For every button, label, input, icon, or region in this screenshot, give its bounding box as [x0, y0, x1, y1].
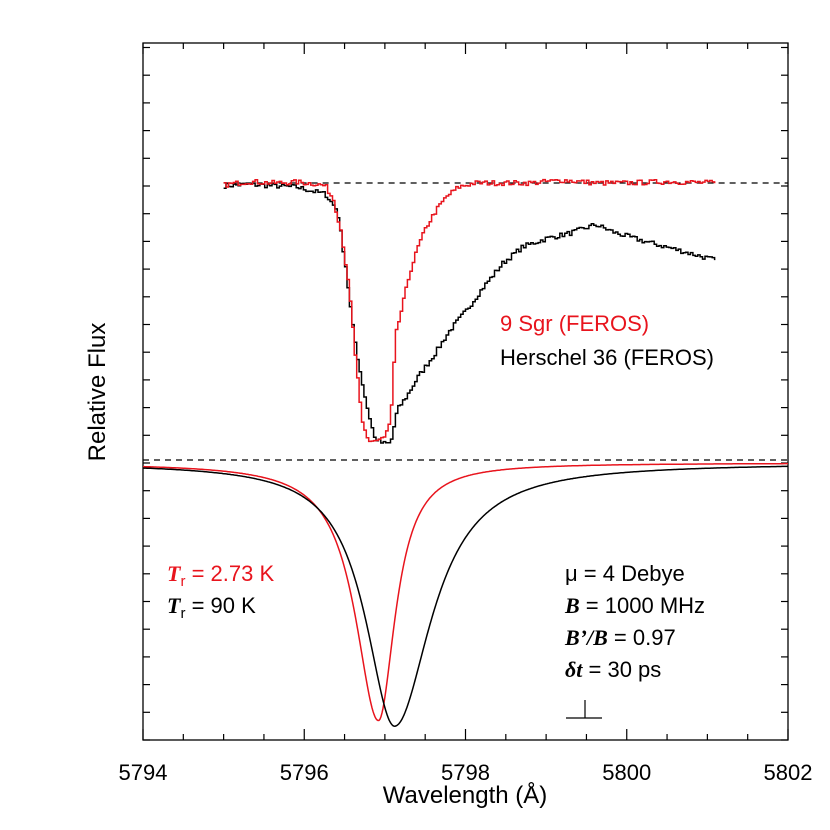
param-b-symbol: B [564, 593, 580, 618]
param-b-ratio-text: = 0.97 [608, 625, 676, 650]
model-series-line [143, 462, 788, 722]
x-tick-label: 5796 [280, 760, 329, 785]
x-tick-label: 5800 [602, 760, 651, 785]
param-b-text: = 1000 MHz [580, 593, 705, 618]
observed-spectra [223, 178, 716, 444]
param-b: B = 1000 MHz [564, 593, 705, 618]
reference-lines [143, 182, 788, 461]
param-mu-text: = 4 Debye [578, 561, 685, 586]
model-label-red: Tr = 2.73 K [167, 561, 274, 590]
param-mu-symbol: μ [565, 561, 578, 586]
x-tick-labels: 5794 5796 5798 5800 5802 [119, 760, 813, 785]
model-series-line [142, 465, 789, 727]
model-label-red-symbol: T [167, 561, 182, 586]
plot-axes [142, 42, 789, 741]
model-label-red-sub: r [180, 573, 185, 590]
model-profiles [142, 462, 789, 727]
x-tick-label: 5798 [441, 760, 490, 785]
param-mu: μ = 4 Debye [565, 561, 685, 586]
param-b-ratio-symbol: B’/B [564, 625, 608, 650]
param-dt-text: = 30 ps [582, 657, 661, 682]
model-label-black: Tr = 90 K [167, 593, 256, 622]
plot-frame [142, 42, 789, 741]
legend-herschel36: Herschel 36 (FEROS) [500, 345, 714, 370]
x-tick-label: 5802 [764, 760, 813, 785]
model-label-red-value: = 2.73 K [185, 561, 274, 586]
observed-series-line [223, 178, 716, 443]
model-label-black-value: = 90 K [185, 593, 256, 618]
x-tick-label: 5794 [119, 760, 168, 785]
model-label-black-sub: r [180, 605, 185, 622]
legend-9sgr: 9 Sgr (FEROS) [500, 311, 649, 336]
model-label-black-symbol: T [167, 593, 182, 618]
param-dt-symbol: δt [565, 657, 583, 682]
param-b-ratio: B’/B = 0.97 [564, 625, 676, 650]
param-dt: δt = 30 ps [565, 657, 661, 682]
resolution-marker [566, 700, 602, 719]
y-axis-title: Relative Flux [84, 323, 111, 462]
observed-series-line [223, 182, 716, 444]
x-axis-title: Wavelength (Å) [383, 781, 548, 809]
